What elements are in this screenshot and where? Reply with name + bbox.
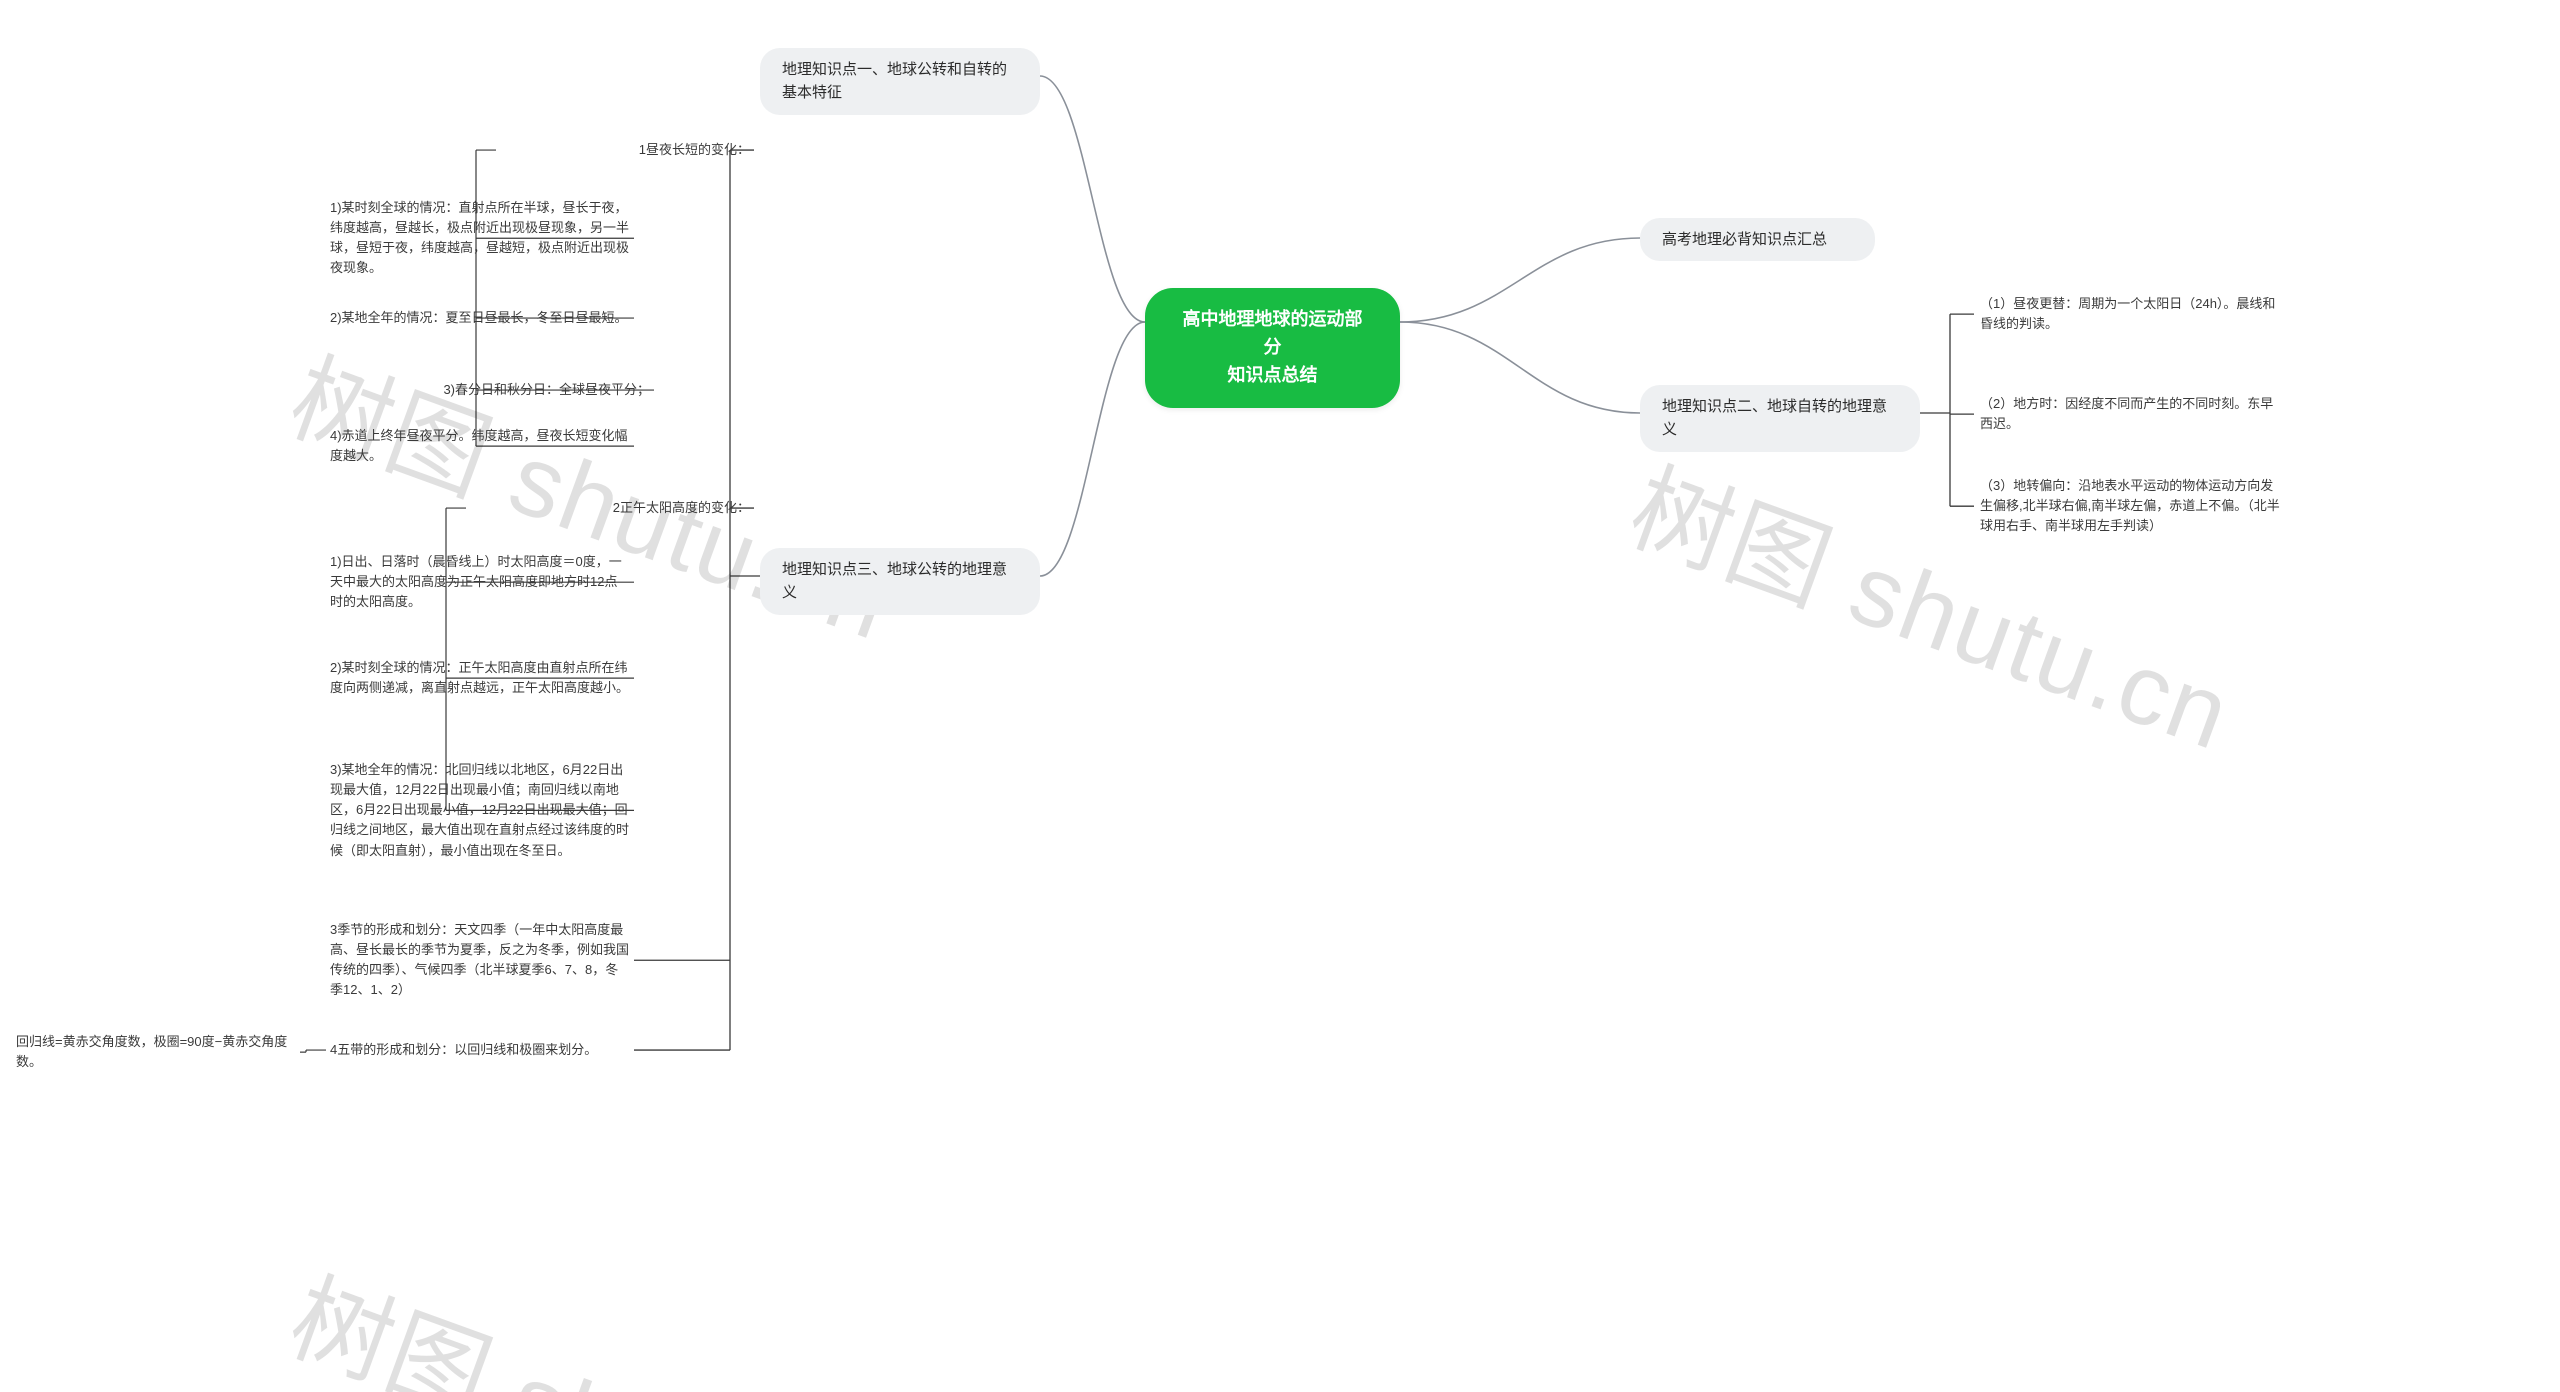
watermark: 树图 shutu.cn bbox=[274, 317, 914, 668]
branch-node-2[interactable]: 高考地理必背知识点汇总 bbox=[1640, 218, 1875, 261]
leaf-node[interactable]: （2）地方时：因经度不同而产生的不同时刻。东早西迟。 bbox=[1980, 394, 2280, 434]
branch-node-4[interactable]: 地理知识点三、地球公转的地理意义 bbox=[760, 548, 1040, 615]
leaf-node[interactable]: 4五带的形成和划分：以回归线和极圈来划分。 bbox=[330, 1040, 630, 1060]
leaf-node[interactable]: （3）地转偏向：沿地表水平运动的物体运动方向发生偏移,北半球右偏,南半球左偏，赤… bbox=[1980, 476, 2280, 536]
leaf-node[interactable]: 2)某地全年的情况：夏至日昼最长，冬至日昼最短。 bbox=[330, 308, 630, 328]
leaf-node[interactable]: 1)某时刻全球的情况：直射点所在半球，昼长于夜，纬度越高，昼越长，极点附近出现极… bbox=[330, 198, 630, 279]
leaf-node[interactable]: 1昼夜长短的变化： bbox=[500, 140, 750, 160]
branch-node-3[interactable]: 地理知识点二、地球自转的地理意义 bbox=[1640, 385, 1920, 452]
leaf-node[interactable]: （1）昼夜更替：周期为一个太阳日（24h）。晨线和昏线的判读。 bbox=[1980, 294, 2280, 334]
leaf-node[interactable]: 3)春分日和秋分日：全球昼夜平分； bbox=[420, 380, 650, 400]
leaf-node[interactable]: 3)某地全年的情况：北回归线以北地区，6月22日出现最大值，12月22日出现最小… bbox=[330, 760, 630, 861]
leaf-node[interactable]: 2正午太阳高度的变化： bbox=[470, 498, 750, 518]
leaf-node[interactable]: 回归线=黄赤交角度数，极圈=90度−黄赤交角度数。 bbox=[16, 1032, 296, 1072]
leaf-node[interactable]: 1)日出、日落时（晨昏线上）时太阳高度＝0度，一天中最大的太阳高度为正午太阳高度… bbox=[330, 552, 630, 612]
mindmap-canvas: 树图 shutu.cn 树图 shutu.cn 树图 shutu.cn 高中地理… bbox=[0, 0, 2560, 1392]
leaf-node[interactable]: 3季节的形成和划分：天文四季（一年中太阳高度最高、昼长最长的季节为夏季，反之为冬… bbox=[330, 920, 630, 1001]
watermark: 树图 shutu.cn bbox=[274, 1237, 914, 1392]
root-node[interactable]: 高中地理地球的运动部分 知识点总结 bbox=[1145, 288, 1400, 408]
branch-node-1[interactable]: 地理知识点一、地球公转和自转的基本特征 bbox=[760, 48, 1040, 115]
leaf-node[interactable]: 2)某时刻全球的情况：正午太阳高度由直射点所在纬度向两侧递减，离直射点越远，正午… bbox=[330, 658, 630, 698]
leaf-node[interactable]: 4)赤道上终年昼夜平分。纬度越高，昼夜长短变化幅度越大。 bbox=[330, 426, 630, 466]
